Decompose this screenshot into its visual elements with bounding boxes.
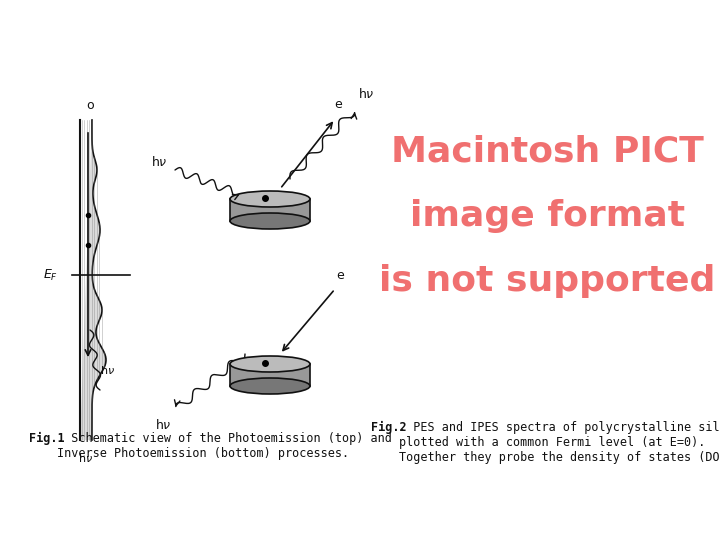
Text: Macintosh PICT: Macintosh PICT [391,134,703,168]
Ellipse shape [230,378,310,394]
Text: Fig.2: Fig.2 [371,421,406,434]
Ellipse shape [230,191,310,207]
FancyBboxPatch shape [230,364,310,386]
FancyBboxPatch shape [230,199,310,221]
Text: h$\nu$: h$\nu$ [155,418,171,432]
Text: h$\nu$: h$\nu$ [151,155,168,169]
Text: $E_F$: $E_F$ [43,267,58,282]
Text: . PES and IPES spectra of polycrystalline silver,
plotted with a common Fermi le: . PES and IPES spectra of polycrystallin… [399,421,720,464]
Text: h$\nu$: h$\nu$ [358,87,374,101]
Text: e: e [334,98,342,111]
Text: h$\nu$: h$\nu$ [78,452,92,464]
Text: is not supported: is not supported [379,264,716,298]
Ellipse shape [230,213,310,229]
Text: . Schematic view of the Photoemission (top) and
Inverse Photoemission (bottom) p: . Schematic view of the Photoemission (t… [57,432,392,460]
Text: Fig.1: Fig.1 [29,432,64,445]
Ellipse shape [230,356,310,372]
Text: image format: image format [410,199,685,233]
Polygon shape [80,120,106,440]
Text: e: e [336,269,344,282]
Text: h$\nu$: h$\nu$ [100,364,115,376]
Text: o: o [86,99,94,112]
